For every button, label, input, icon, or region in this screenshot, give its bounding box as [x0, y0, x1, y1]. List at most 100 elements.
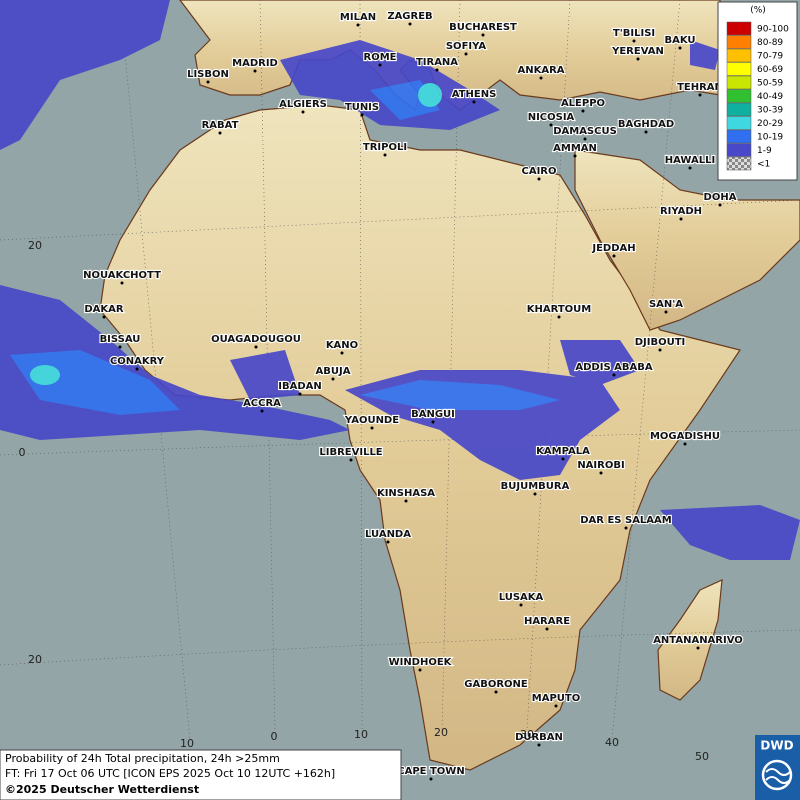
- city-dot: [404, 499, 408, 503]
- city-dot: [683, 442, 687, 446]
- city-label: SAN'A: [649, 299, 683, 310]
- city-label: HAWALLI: [665, 155, 715, 166]
- city-label: BISSAU: [100, 334, 141, 345]
- footer-line: FT: Fri 17 Oct 06 UTC [ICON EPS 2025 Oct…: [5, 767, 335, 780]
- logo-icon: [765, 768, 791, 784]
- city-dot: [644, 130, 648, 134]
- logo: DWD: [755, 735, 800, 800]
- city-label: TIRANA: [416, 57, 458, 68]
- footer-line: Probability of 24h Total precipitation, …: [5, 752, 280, 765]
- city-dot: [360, 113, 364, 117]
- city-label: AMMAN: [553, 143, 597, 154]
- city-dot: [340, 351, 344, 355]
- legend-label: 30-39: [757, 106, 783, 116]
- grid-label: 10: [354, 728, 368, 741]
- legend-label: 40-49: [757, 92, 783, 102]
- city-label: DURBAN: [515, 732, 563, 743]
- city-label: JEDDAH: [591, 243, 635, 254]
- city-label: DOHA: [704, 192, 737, 203]
- grid-label: 50: [695, 750, 709, 763]
- city-dot: [581, 109, 585, 113]
- legend-title: (%): [750, 6, 766, 16]
- legend-label: 70-79: [757, 52, 783, 62]
- city-dot: [688, 166, 692, 170]
- city-label: KINSHASA: [377, 488, 435, 499]
- city-label: DJIBOUTI: [635, 337, 686, 348]
- city-label: ANKARA: [517, 65, 564, 76]
- city-label: BUCHAREST: [449, 22, 517, 33]
- city-label: HARARE: [524, 616, 570, 627]
- grid-label: 40: [605, 736, 619, 749]
- city-dot: [356, 23, 360, 27]
- city-dot: [431, 420, 435, 424]
- city-dot: [464, 52, 468, 56]
- city-label: TUNIS: [345, 102, 379, 113]
- city-label: YAOUNDE: [344, 415, 399, 426]
- footer: Probability of 24h Total precipitation, …: [0, 749, 402, 800]
- grid-label: 10: [180, 737, 194, 750]
- legend-swatch: [726, 143, 752, 157]
- graticule: [0, 0, 800, 741]
- city-dot: [408, 22, 412, 26]
- legend-label: 60-69: [757, 65, 783, 75]
- city-label: RABAT: [202, 120, 239, 131]
- city-label: ACCRA: [243, 398, 281, 409]
- grid-label: 30: [520, 728, 534, 741]
- city-dot: [418, 668, 422, 672]
- grid-labels: 20 0 20 10 0 10 20 30 40 50: [19, 239, 710, 763]
- city-label: ROME: [364, 52, 397, 63]
- city-label: NICOSIA: [528, 112, 575, 123]
- city-dot: [519, 603, 523, 607]
- legend-swatch: [726, 156, 752, 171]
- city-dot: [539, 76, 543, 80]
- city-label: CAPE TOWN: [397, 766, 464, 777]
- city-labels: MILAN ZAGREB BUCHAREST T'BILISI BAKU SOFIYA YE…: [82, 10, 744, 781]
- city-dot: [537, 177, 541, 181]
- legend-label: 10-19: [757, 133, 783, 143]
- grid-label: 20: [434, 726, 448, 739]
- city-dot: [583, 137, 587, 141]
- city-dot: [349, 458, 353, 462]
- city-dot: [632, 39, 636, 43]
- city-label: ADDIS ABABA: [575, 362, 652, 373]
- legend-swatch: [726, 102, 752, 117]
- legend: (%) 90-100 80-89 70-79 60-69 50-59 40-49 30-39…: [717, 1, 798, 181]
- legend-swatch: [726, 116, 752, 130]
- logo-text: DWD: [760, 739, 793, 753]
- city-label: LIBREVILLE: [319, 447, 382, 458]
- city-label: MAPUTO: [532, 693, 580, 704]
- city-label: OUAGADOUGOU: [211, 334, 301, 345]
- city-label: BUJUMBURA: [501, 481, 570, 492]
- city-label: ABUJA: [316, 366, 351, 377]
- city-label: MILAN: [340, 12, 376, 23]
- city-dot: [533, 492, 537, 496]
- city-label: GABORONE: [464, 679, 528, 690]
- city-dot: [624, 526, 628, 530]
- city-dot: [386, 540, 390, 544]
- grid-label: 20: [28, 653, 42, 666]
- legend-swatch: [726, 62, 752, 76]
- city-dot: [561, 457, 565, 461]
- city-label: KANO: [326, 340, 358, 351]
- legend-swatch: [726, 35, 752, 49]
- land: [99, 0, 800, 771]
- city-dot: [206, 80, 210, 84]
- city-label: BANGUI: [411, 409, 455, 420]
- city-dot: [435, 68, 439, 72]
- city-label: KHARTOUM: [527, 304, 592, 315]
- city-dot: [636, 57, 640, 61]
- city-label: CONAKRY: [110, 356, 165, 367]
- legend-swatch: [726, 75, 752, 90]
- city-label: LISBON: [187, 69, 229, 80]
- city-label: ZAGREB: [387, 11, 432, 22]
- legend-entries: 90-100 80-89 70-79 60-69 50-59 40-49 30-39 20-2…: [726, 21, 789, 171]
- city-dot: [494, 690, 498, 694]
- city-dot: [429, 777, 433, 781]
- city-label: WINDHOEK: [389, 657, 453, 668]
- city-dot: [679, 217, 683, 221]
- city-dot: [331, 377, 335, 381]
- city-dot: [573, 154, 577, 158]
- legend-label: <1: [757, 160, 770, 170]
- city-label: KAMPALA: [536, 446, 590, 457]
- precipitation: [0, 0, 800, 560]
